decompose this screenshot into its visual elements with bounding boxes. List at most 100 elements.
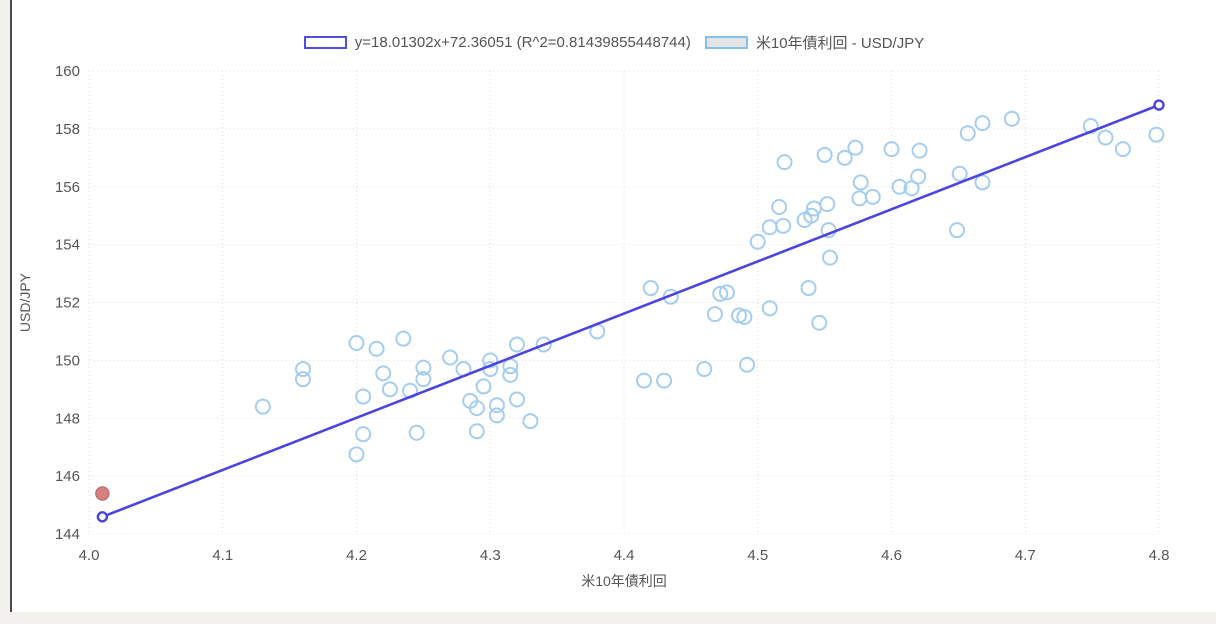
scatter-point [442,349,459,366]
x-tick-label: 4.3 [480,547,501,564]
scatter-point [1097,129,1114,146]
scatter-point [951,165,968,182]
legend-label-series: 米10年債利回 - USD/JPY [755,35,925,52]
scatter-chart: 144 146 148 150 152 154 156 158 160 4.0 4.1 4.2 4.3 4… [17,63,1170,589]
scatter-point [696,361,713,378]
scatter-point [1148,126,1165,143]
scatter-point [776,154,793,171]
x-tick-label: 4.0 [79,547,100,564]
legend-label-regression: y=18.01302x+72.36051 (R^2=0.814398554487… [354,34,691,51]
scatter-point [736,308,753,325]
chart-panel: y=18.01302x+72.36051 (R^2=0.814398554487… [10,0,1216,612]
y-tick-label: 146 [55,468,80,485]
x-tick-label: 4.7 [1015,547,1036,564]
scatter-point [488,397,505,414]
scatter-point [295,361,311,378]
scatter-point [295,371,311,388]
scatter-point [408,424,425,441]
x-tick-label: 4.2 [346,547,367,564]
scatter-point [368,340,385,357]
scatter-point [1114,141,1131,158]
regression-endpoint-marker [96,511,109,523]
scatter-point [395,330,412,347]
page-bottom-margin [0,612,1216,624]
y-axis-title: USD/JPY [17,272,33,332]
scatter-point [656,372,673,389]
scatter-point [852,174,869,191]
scatter-point [355,426,372,443]
series-highlight-point [95,486,110,501]
scatter-point [771,199,788,216]
scatter-point [811,314,828,331]
scatter-point [739,356,756,373]
scatter-point [819,196,836,213]
y-tick-label: 158 [55,121,80,138]
scatter-point [355,388,372,405]
legend-item-regression[interactable]: y=18.01302x+72.36051 (R^2=0.814398554487… [303,34,691,51]
scatter-point [522,413,539,430]
scatter-point [642,280,659,297]
legend-swatch-series-icon [704,36,748,49]
highlight-point [95,486,110,501]
scatter-point [851,190,868,207]
scatter-point [821,249,838,266]
scatter-point [891,178,908,195]
legend-item-series[interactable]: 米10年債利回 - USD/JPY [704,32,925,53]
scatter-point [761,300,778,317]
scatter-point [749,233,766,250]
y-tick-label: 160 [55,63,80,80]
scatter-point [348,446,365,463]
scatter-point [911,142,928,159]
grid [88,70,1160,535]
scatter-point [415,371,432,388]
scatter-point [706,306,723,323]
scatter-point [847,139,864,156]
y-tick-label: 152 [55,295,80,312]
y-tick-label: 144 [55,526,80,543]
legend-swatch-regression-icon [303,36,347,49]
scatter-point [836,149,853,166]
scatter-point [775,217,792,234]
series--10---USD-JPY [254,110,1165,463]
x-tick-label: 4.8 [1149,547,1170,564]
chart-legend: y=18.01302x+72.36051 (R^2=0.814398554487… [12,32,1216,53]
regression-endpoint-marker [1153,99,1165,111]
scatter-point [468,400,485,417]
scatter-point [636,372,653,389]
x-axis-title: 米10年債利回 [581,573,667,589]
y-tick-label: 154 [55,237,80,254]
scatter-point [502,366,519,383]
scatter-point [910,168,927,185]
scatter-point [475,378,492,395]
scatter-point [864,188,881,205]
scatter-point [949,222,966,239]
scatter-point [712,285,729,302]
x-tick-label: 4.1 [212,547,233,564]
scatter-point [974,174,991,191]
y-tick-label: 150 [55,352,80,369]
scatter-point [974,115,991,132]
scatter-point [796,212,813,229]
y-tick-label: 148 [55,410,80,427]
scatter-point [883,141,900,158]
scatter-point [381,381,398,398]
scatter-point [509,391,525,408]
scatter-point [415,359,432,376]
scatter-point [959,125,976,142]
scatter-point [535,336,552,353]
scatter-point [375,365,392,382]
scatter-point [482,352,499,369]
scatter-point [1003,110,1020,127]
y-tick-label: 156 [55,179,80,196]
scatter-point [816,146,833,163]
regression-line [101,103,1160,519]
scatter-point [468,423,485,440]
scatter-point [718,284,735,301]
scatter-point [348,335,365,352]
scatter-point [800,280,817,297]
scatter-point [488,407,505,424]
x-tick-label: 4.6 [881,547,902,564]
regression-line-group [96,99,1165,523]
scatter-point [254,398,271,415]
scatter-point [903,180,920,197]
